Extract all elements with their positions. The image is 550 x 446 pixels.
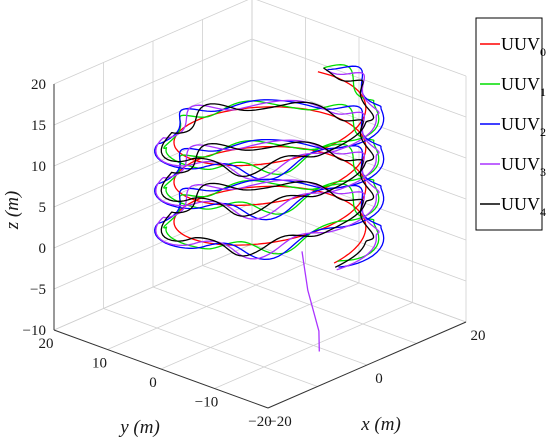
x-tick-label: 0 — [375, 371, 383, 387]
y-tick-label: 0 — [149, 375, 157, 391]
axes-grid — [53, 0, 467, 409]
y-tick-label: 10 — [92, 356, 107, 372]
z-tick-label: 15 — [31, 118, 46, 134]
y-tick-labels: 20 10 0 −10 −20 — [39, 336, 272, 430]
legend-label: UUV1 — [501, 74, 546, 99]
y-tick-label: 20 — [39, 336, 54, 352]
grid-line — [107, 263, 306, 350]
legend: UUV0 UUV1 UUV2 UUV3 UUV4 — [475, 17, 546, 231]
z-tick-label: 0 — [39, 241, 47, 257]
x-tick-label: 20 — [471, 328, 486, 344]
grid-line — [53, 243, 253, 331]
x-axis-label: x (m) — [360, 414, 401, 435]
legend-label: UUV0 — [501, 34, 546, 59]
z-tick-label: 20 — [31, 77, 46, 93]
z-axis-label: z (m) — [2, 191, 23, 231]
legend-label: UUV2 — [501, 114, 546, 139]
z-tick-labels: 20 15 10 5 0 −5 −10 — [23, 77, 46, 339]
series-line-uuv3-tail — [301, 251, 320, 352]
y-axis-label: y (m) — [118, 417, 160, 438]
grid-line — [160, 282, 360, 370]
grid-line — [214, 302, 413, 389]
y-axis-line — [53, 329, 269, 409]
x-axis-line — [267, 321, 467, 409]
y-tick-label: −20 — [248, 414, 271, 430]
legend-label: UUV3 — [501, 154, 546, 179]
z-tick-label: −5 — [30, 282, 46, 298]
y-tick-label: −10 — [195, 395, 218, 411]
z-tick-label: 5 — [39, 200, 47, 216]
series-line-uuv4 — [160, 67, 375, 268]
legend-label: UUV4 — [501, 194, 546, 219]
z-tick-label: 10 — [31, 159, 46, 175]
x-tick-label: −20 — [268, 414, 291, 430]
z-tick-label: −10 — [23, 323, 46, 339]
trajectory-series — [154, 64, 385, 352]
x-tick-labels: −20 0 20 — [268, 328, 485, 430]
